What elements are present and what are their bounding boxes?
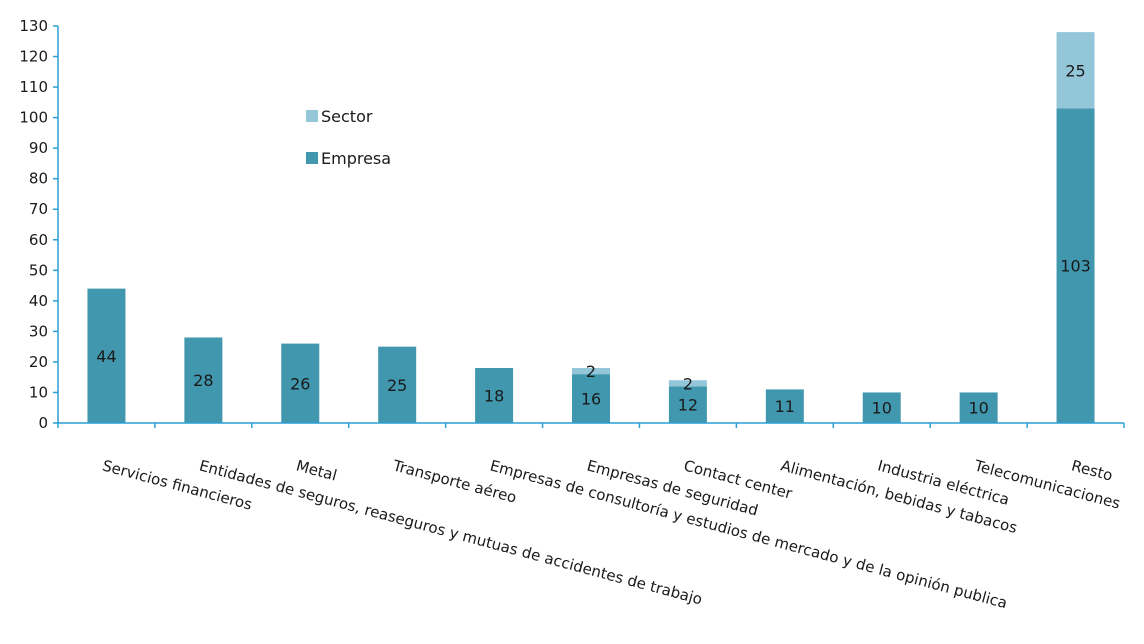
y-tick-label: 30 — [29, 322, 48, 340]
y-tick-label: 80 — [29, 170, 48, 188]
bar-empresa — [281, 343, 320, 423]
x-category-label: Resto — [1070, 456, 1115, 484]
bar-sector — [1056, 32, 1095, 109]
y-tick-label: 40 — [29, 292, 48, 310]
data-label: 25 — [1065, 61, 1085, 80]
bar-empresa — [572, 374, 610, 423]
data-label: 12 — [678, 396, 698, 415]
bar-empresa — [475, 368, 514, 423]
bar-empresa — [765, 389, 804, 423]
y-tick-label: 120 — [19, 48, 48, 66]
y-tick-label: 90 — [29, 139, 48, 157]
data-label: 16 — [581, 390, 601, 409]
y-tick-label: 50 — [29, 261, 48, 279]
legend: Sector Empresa — [306, 107, 391, 168]
bars: 44 28 26 25 18 16 2 12 2 11 10 10 103 25 — [87, 32, 1095, 423]
bar-empresa — [184, 337, 223, 423]
data-label: 10 — [968, 399, 988, 418]
y-tick-label: 130 — [19, 17, 48, 35]
y-tick-label: 100 — [19, 109, 48, 127]
bar-empresa — [959, 392, 998, 423]
y-tick-label: 70 — [29, 200, 48, 218]
x-category-label: Metal — [294, 456, 339, 484]
legend-label-empresa: Empresa — [321, 149, 391, 168]
y-tick-label: 10 — [29, 383, 48, 401]
data-label: 103 — [1060, 257, 1091, 276]
bar-empresa — [862, 392, 901, 423]
data-label: 44 — [96, 347, 116, 366]
legend-label-sector: Sector — [321, 107, 373, 126]
data-label: 10 — [872, 399, 892, 418]
bar-empresa — [1056, 108, 1095, 423]
data-label: 18 — [484, 387, 504, 406]
bar-empresa — [378, 346, 417, 423]
bar-sector — [668, 380, 707, 387]
data-label: 26 — [290, 374, 310, 393]
data-label: 25 — [387, 376, 407, 395]
data-label: 2 — [683, 374, 693, 393]
legend-swatch-sector — [306, 110, 318, 122]
y-tick-label: 60 — [29, 231, 48, 249]
x-axis — [57, 422, 1125, 428]
y-tick-label: 0 — [38, 414, 48, 432]
legend-swatch-empresa — [306, 152, 318, 164]
y-tick-label: 20 — [29, 353, 48, 371]
y-axis: 0 10 20 30 40 50 60 70 80 90 100 110 120 130 — [19, 17, 59, 432]
data-label: 11 — [775, 397, 795, 416]
bar-sector — [572, 368, 610, 375]
data-label: 2 — [586, 362, 596, 381]
bar-empresa — [87, 288, 126, 423]
y-tick-label: 110 — [19, 78, 48, 96]
data-label: 28 — [193, 371, 213, 390]
bar-empresa — [668, 386, 707, 423]
